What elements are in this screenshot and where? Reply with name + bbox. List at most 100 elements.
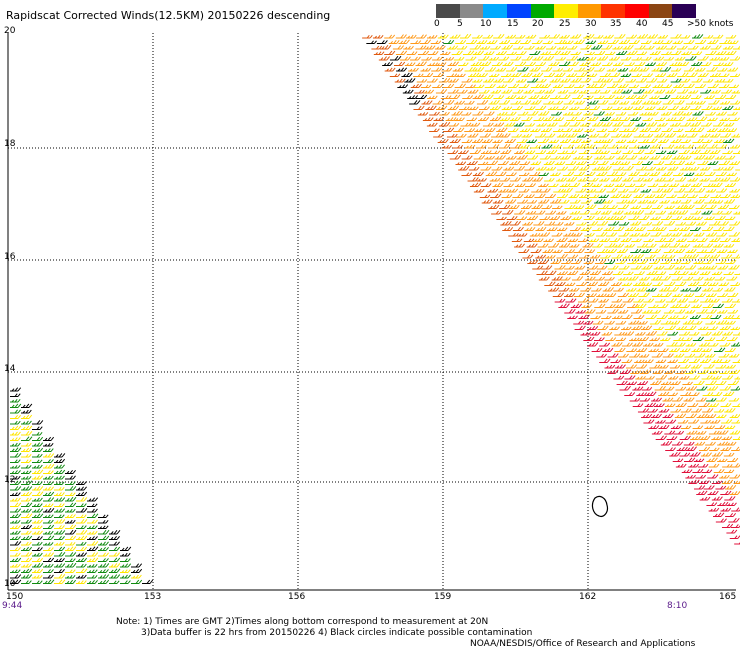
wind-barb xyxy=(415,45,427,50)
wind-barb xyxy=(10,431,21,436)
wind-barb xyxy=(510,56,522,61)
wind-barb xyxy=(566,45,578,50)
wind-barb xyxy=(718,56,730,61)
wind-barb xyxy=(612,46,623,50)
wind-barb xyxy=(695,430,707,435)
wind-barb xyxy=(561,259,573,264)
wind-barb xyxy=(627,259,639,264)
wind-barb xyxy=(705,188,717,193)
wind-barb xyxy=(612,106,623,110)
wind-barb xyxy=(604,51,616,55)
wind-barb xyxy=(10,486,22,491)
wind-barb xyxy=(65,575,76,579)
wind-barb xyxy=(477,161,489,165)
wind-barb xyxy=(555,57,566,61)
wind-barb xyxy=(691,61,703,66)
wind-barb xyxy=(648,348,659,352)
wind-barb xyxy=(534,210,546,215)
wind-barb xyxy=(677,193,689,198)
wind-barb xyxy=(711,331,723,336)
wind-barb xyxy=(664,255,676,259)
wind-barb xyxy=(733,211,740,215)
legend-swatch xyxy=(459,4,484,18)
wind-barb xyxy=(693,127,705,132)
wind-barb xyxy=(65,541,76,546)
wind-barb xyxy=(559,243,571,248)
wind-barb xyxy=(544,133,556,138)
wind-barb xyxy=(719,39,731,44)
wind-barb xyxy=(689,451,701,457)
wind-barb xyxy=(445,117,457,121)
wind-barb xyxy=(661,51,672,55)
wind-barb xyxy=(677,419,689,424)
wind-barb xyxy=(480,61,492,66)
wind-barb xyxy=(366,40,377,44)
wind-barb xyxy=(717,293,728,297)
wind-barb xyxy=(409,100,421,105)
wind-barb xyxy=(592,320,604,325)
wind-barb xyxy=(722,166,734,171)
wind-barb xyxy=(644,254,656,259)
wind-barb xyxy=(512,89,524,94)
wind-barb xyxy=(606,171,619,176)
wind-barb xyxy=(484,67,497,72)
wind-barb xyxy=(514,183,526,187)
wind-barb xyxy=(587,100,599,105)
wind-barb xyxy=(680,139,692,143)
wind-barb xyxy=(402,89,414,94)
wind-barb xyxy=(566,55,578,61)
wind-barb xyxy=(654,403,665,407)
wind-barb xyxy=(612,315,623,319)
wind-barb xyxy=(729,177,740,182)
wind-barb xyxy=(564,204,576,209)
wind-barb xyxy=(592,243,604,248)
wind-barb xyxy=(384,34,396,39)
wind-barb xyxy=(643,419,655,424)
wind-barb xyxy=(587,298,599,303)
wind-barb xyxy=(700,331,712,336)
wind-barb xyxy=(628,171,640,176)
wind-barb xyxy=(646,287,657,292)
wind-barb xyxy=(599,177,610,182)
wind-barb xyxy=(601,44,613,50)
wind-barb xyxy=(639,369,652,374)
wind-barb xyxy=(694,172,706,176)
wind-barb xyxy=(580,287,592,292)
wind-barb xyxy=(667,359,679,363)
wind-barb xyxy=(76,574,87,579)
wind-barb xyxy=(490,89,502,94)
wind-barb xyxy=(10,541,22,546)
legend-swatch xyxy=(625,4,650,18)
wind-barb xyxy=(552,84,564,88)
wind-barb xyxy=(559,34,570,39)
wind-barb xyxy=(716,111,727,116)
wind-barb xyxy=(87,579,98,584)
wind-barb xyxy=(705,380,717,385)
wind-barb xyxy=(732,150,740,154)
wind-barb xyxy=(546,227,558,231)
wind-barb xyxy=(511,238,523,242)
wind-barb xyxy=(10,459,21,463)
wind-barb xyxy=(76,541,87,546)
wind-barb xyxy=(598,298,610,303)
legend-tick-30: 30 xyxy=(585,19,597,29)
wind-barb xyxy=(465,84,476,88)
wind-barb xyxy=(87,530,98,535)
wind-barb xyxy=(663,220,676,226)
wind-barb xyxy=(458,62,469,66)
wind-barb xyxy=(642,117,654,121)
wind-barb xyxy=(556,210,567,215)
wind-barb xyxy=(559,78,571,83)
wind-barb xyxy=(496,216,507,220)
wind-barb xyxy=(710,194,722,198)
wind-barb xyxy=(65,475,76,480)
wind-barb xyxy=(661,232,672,237)
wind-barb xyxy=(120,569,131,573)
wind-barb xyxy=(535,226,547,231)
wind-barb xyxy=(640,189,652,193)
wind-barb xyxy=(700,61,712,66)
wind-barb xyxy=(664,205,675,209)
wind-barb xyxy=(32,536,43,540)
wind-barb xyxy=(683,397,695,402)
wind-barb xyxy=(705,232,718,237)
